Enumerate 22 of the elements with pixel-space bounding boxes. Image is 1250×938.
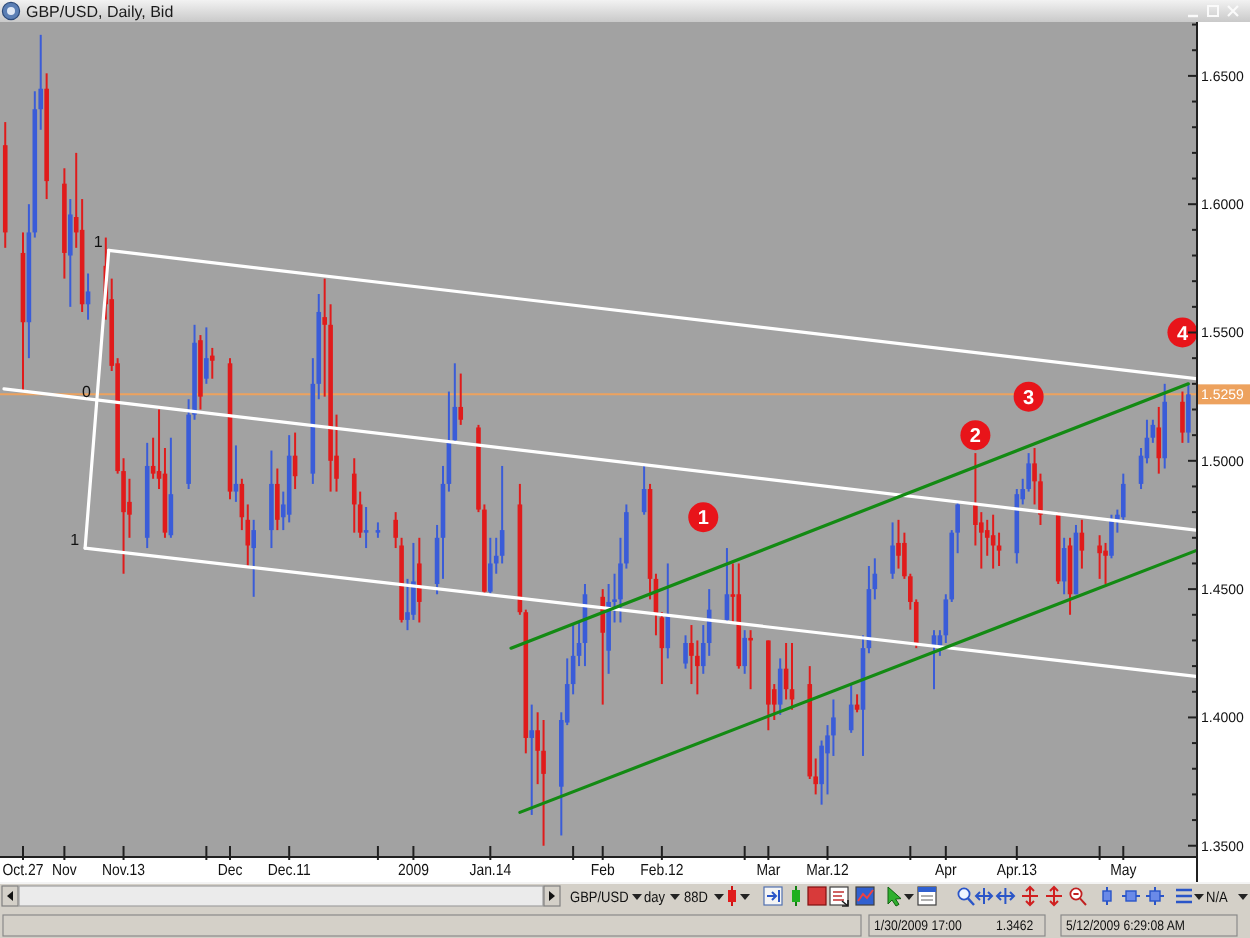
x-tick-label: Feb xyxy=(590,860,615,880)
x-tick-label: Mar.12 xyxy=(806,860,849,880)
series-label: 0 xyxy=(81,382,92,401)
series-label: 1 xyxy=(93,233,104,252)
x-tick-label: Mar xyxy=(756,860,782,880)
x-tick-label: Dec.11 xyxy=(267,860,311,880)
chart-title: GBP/USD, Daily, Bid xyxy=(26,2,174,21)
x-tick-label: Feb.12 xyxy=(640,860,684,880)
x-tick-label: 2009 xyxy=(397,860,429,880)
x-tick-label: Nov xyxy=(52,860,78,880)
x-tick-label: Apr.13 xyxy=(996,860,1037,880)
annotation: 1 xyxy=(697,508,710,531)
annotation: 3 xyxy=(1023,387,1036,410)
x-tick-label: Nov.13 xyxy=(102,860,146,880)
x-tick-label: Apr xyxy=(935,860,958,880)
x-tick-label: May xyxy=(1110,860,1137,880)
annotation: 2 xyxy=(969,426,982,449)
annotation: 4 xyxy=(1176,323,1189,346)
x-tick-label: Oct.27 xyxy=(2,860,44,880)
x-tick-label: Dec xyxy=(217,860,243,880)
series-label: 1 xyxy=(70,531,81,550)
x-tick-label: Jan.14 xyxy=(469,860,512,880)
